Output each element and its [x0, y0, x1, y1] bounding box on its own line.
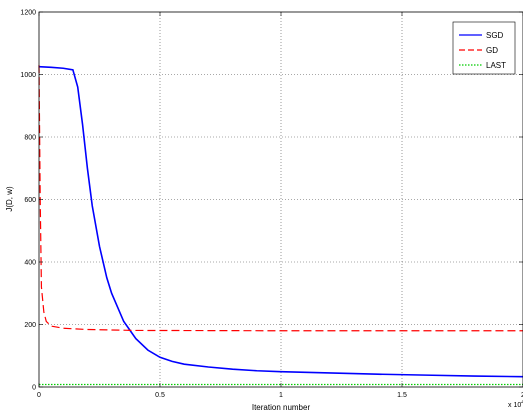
x-axis-label: Iteration number — [252, 403, 311, 412]
x-tick-label: 2 — [521, 392, 523, 399]
x-tick-label: 1 — [279, 392, 283, 399]
y-tick-label: 600 — [24, 197, 36, 204]
y-tick-label: 1000 — [20, 72, 36, 79]
y-tick-label: 800 — [24, 135, 36, 142]
y-tick-label: 200 — [24, 322, 36, 329]
y-tick-label: 1200 — [20, 10, 36, 17]
x-tick-label: 1.5 — [397, 392, 407, 399]
x-axis-multiplier-base: x 10 — [508, 402, 521, 409]
x-axis-multiplier-exponent: 4 — [521, 400, 523, 406]
legend-label-last: LAST — [486, 61, 506, 70]
legend-label-gd: GD — [486, 46, 498, 55]
y-tick-label: 0 — [32, 385, 36, 392]
legend-label-sgd: SGD — [486, 31, 504, 40]
legend: SGD GD LAST — [452, 21, 516, 75]
y-tick-label: 400 — [24, 260, 36, 267]
legend-box — [452, 21, 516, 75]
ticks: 0 0.5 1 1.5 2 0 200 400 600 800 1000 1200 — [20, 10, 523, 399]
series-line-gd — [38, 65, 523, 332]
x-tick-label: 0 — [37, 392, 41, 399]
x-axis-multiplier: x 104 — [508, 400, 523, 409]
series-line-sgd — [38, 65, 523, 378]
y-axis-label: J(D, w) — [5, 186, 14, 212]
grid — [39, 12, 523, 387]
x-tick-label: 0.5 — [155, 392, 165, 399]
series-layer — [38, 65, 523, 386]
